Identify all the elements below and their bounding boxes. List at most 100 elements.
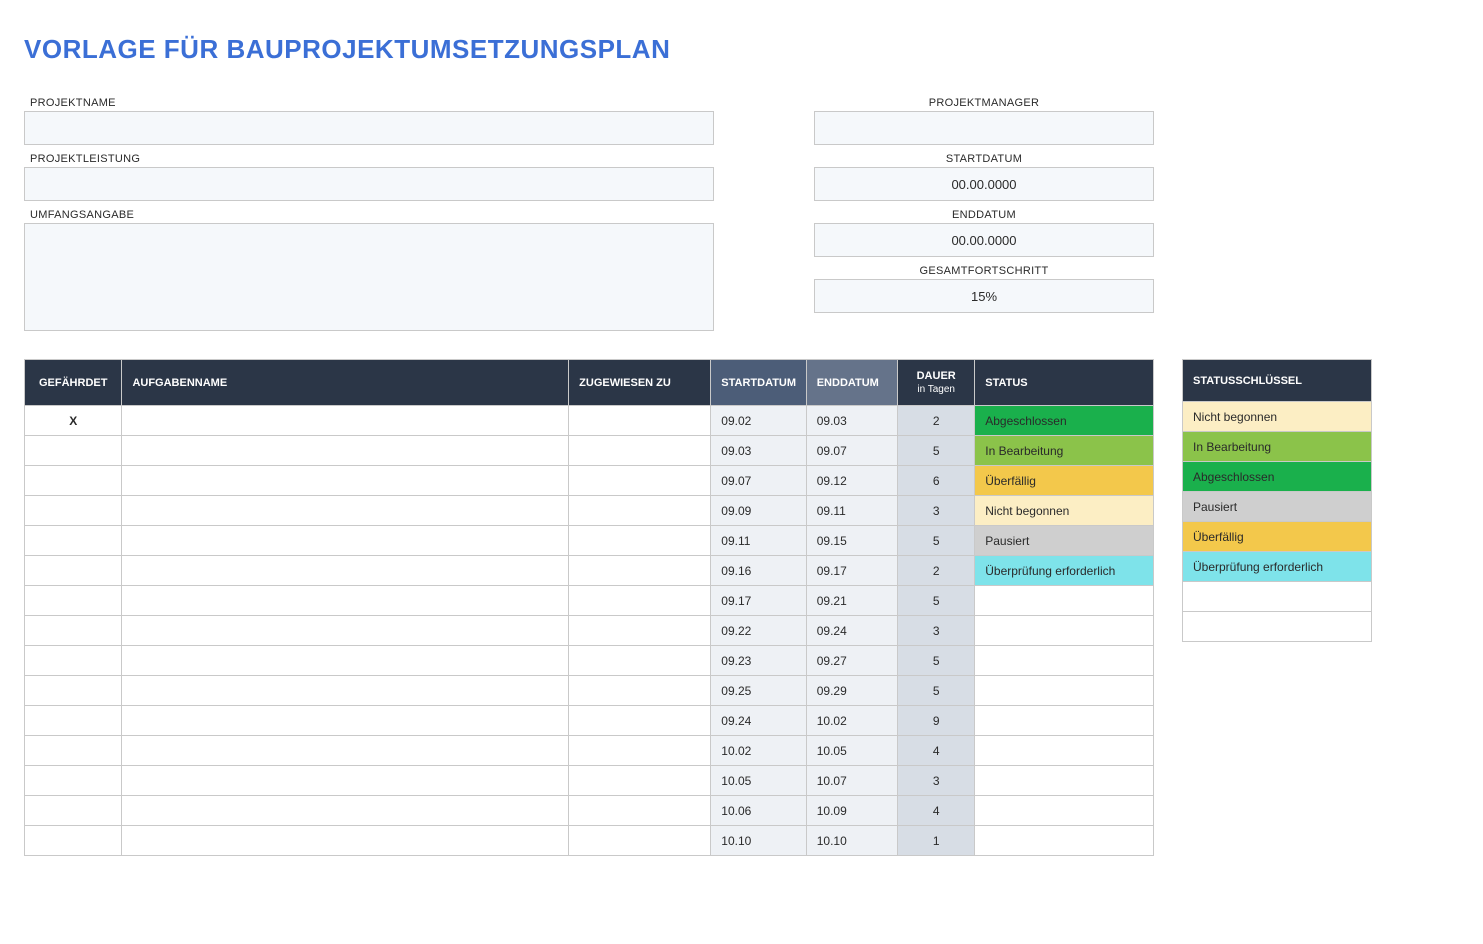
cell-start-date[interactable]: 09.09 <box>711 496 806 526</box>
cell-duration[interactable]: 1 <box>898 826 975 856</box>
cell-status[interactable] <box>975 766 1154 796</box>
cell-risk[interactable] <box>25 586 122 616</box>
cell-end-date[interactable]: 10.05 <box>806 736 897 766</box>
cell-status[interactable] <box>975 736 1154 766</box>
cell-task-name[interactable] <box>122 586 569 616</box>
cell-task-name[interactable] <box>122 436 569 466</box>
cell-duration[interactable]: 2 <box>898 406 975 436</box>
cell-task-name[interactable] <box>122 526 569 556</box>
cell-duration[interactable]: 5 <box>898 436 975 466</box>
cell-task-name[interactable] <box>122 466 569 496</box>
cell-end-date[interactable]: 09.15 <box>806 526 897 556</box>
cell-duration[interactable]: 3 <box>898 766 975 796</box>
cell-end-date[interactable]: 10.09 <box>806 796 897 826</box>
cell-end-date[interactable]: 09.07 <box>806 436 897 466</box>
cell-duration[interactable]: 4 <box>898 736 975 766</box>
cell-start-date[interactable]: 10.05 <box>711 766 806 796</box>
cell-status[interactable] <box>975 796 1154 826</box>
cell-duration[interactable]: 6 <box>898 466 975 496</box>
cell-start-date[interactable]: 10.06 <box>711 796 806 826</box>
cell-risk[interactable] <box>25 466 122 496</box>
cell-duration[interactable]: 4 <box>898 796 975 826</box>
cell-start-date[interactable]: 10.10 <box>711 826 806 856</box>
cell-assigned[interactable] <box>569 406 711 436</box>
cell-end-date[interactable]: 10.10 <box>806 826 897 856</box>
cell-assigned[interactable] <box>569 676 711 706</box>
cell-task-name[interactable] <box>122 406 569 436</box>
cell-risk[interactable] <box>25 736 122 766</box>
cell-risk[interactable] <box>25 616 122 646</box>
cell-start-date[interactable]: 09.22 <box>711 616 806 646</box>
cell-start-date[interactable]: 09.03 <box>711 436 806 466</box>
meta-value-box[interactable] <box>814 111 1154 145</box>
cell-status[interactable] <box>975 826 1154 856</box>
cell-status[interactable] <box>975 586 1154 616</box>
cell-start-date[interactable]: 09.24 <box>711 706 806 736</box>
cell-task-name[interactable] <box>122 766 569 796</box>
cell-start-date[interactable]: 09.25 <box>711 676 806 706</box>
cell-end-date[interactable]: 09.27 <box>806 646 897 676</box>
cell-task-name[interactable] <box>122 496 569 526</box>
cell-status[interactable] <box>975 646 1154 676</box>
cell-assigned[interactable] <box>569 826 711 856</box>
meta-input-box[interactable] <box>24 223 714 331</box>
cell-risk[interactable]: X <box>25 406 122 436</box>
cell-end-date[interactable]: 10.07 <box>806 766 897 796</box>
cell-end-date[interactable]: 09.11 <box>806 496 897 526</box>
cell-assigned[interactable] <box>569 466 711 496</box>
cell-end-date[interactable]: 10.02 <box>806 706 897 736</box>
cell-start-date[interactable]: 09.07 <box>711 466 806 496</box>
cell-end-date[interactable]: 09.03 <box>806 406 897 436</box>
cell-task-name[interactable] <box>122 826 569 856</box>
cell-risk[interactable] <box>25 766 122 796</box>
cell-assigned[interactable] <box>569 586 711 616</box>
cell-risk[interactable] <box>25 706 122 736</box>
cell-task-name[interactable] <box>122 616 569 646</box>
cell-assigned[interactable] <box>569 706 711 736</box>
cell-end-date[interactable]: 09.29 <box>806 676 897 706</box>
cell-task-name[interactable] <box>122 706 569 736</box>
cell-assigned[interactable] <box>569 436 711 466</box>
cell-duration[interactable]: 3 <box>898 616 975 646</box>
meta-input-box[interactable] <box>24 111 714 145</box>
cell-duration[interactable]: 5 <box>898 526 975 556</box>
cell-task-name[interactable] <box>122 556 569 586</box>
cell-risk[interactable] <box>25 436 122 466</box>
cell-end-date[interactable]: 09.17 <box>806 556 897 586</box>
cell-risk[interactable] <box>25 556 122 586</box>
cell-duration[interactable]: 5 <box>898 586 975 616</box>
meta-value-box[interactable]: 15% <box>814 279 1154 313</box>
cell-assigned[interactable] <box>569 796 711 826</box>
meta-value-box[interactable]: 00.00.0000 <box>814 167 1154 201</box>
cell-start-date[interactable]: 09.16 <box>711 556 806 586</box>
cell-risk[interactable] <box>25 646 122 676</box>
cell-start-date[interactable]: 09.02 <box>711 406 806 436</box>
cell-task-name[interactable] <box>122 646 569 676</box>
cell-status[interactable] <box>975 616 1154 646</box>
cell-risk[interactable] <box>25 526 122 556</box>
cell-assigned[interactable] <box>569 526 711 556</box>
cell-start-date[interactable]: 10.02 <box>711 736 806 766</box>
cell-duration[interactable]: 9 <box>898 706 975 736</box>
cell-status[interactable]: In Bearbeitung <box>975 436 1154 466</box>
meta-input-box[interactable] <box>24 167 714 201</box>
cell-risk[interactable] <box>25 796 122 826</box>
cell-status[interactable] <box>975 676 1154 706</box>
cell-assigned[interactable] <box>569 766 711 796</box>
cell-assigned[interactable] <box>569 646 711 676</box>
cell-risk[interactable] <box>25 496 122 526</box>
cell-status[interactable]: Abgeschlossen <box>975 406 1154 436</box>
cell-status[interactable]: Überfällig <box>975 466 1154 496</box>
cell-end-date[interactable]: 09.21 <box>806 586 897 616</box>
cell-assigned[interactable] <box>569 736 711 766</box>
cell-assigned[interactable] <box>569 616 711 646</box>
cell-start-date[interactable]: 09.17 <box>711 586 806 616</box>
cell-status[interactable] <box>975 706 1154 736</box>
cell-status[interactable]: Überprüfung erforderlich <box>975 556 1154 586</box>
cell-end-date[interactable]: 09.24 <box>806 616 897 646</box>
cell-status[interactable]: Pausiert <box>975 526 1154 556</box>
cell-duration[interactable]: 5 <box>898 646 975 676</box>
cell-task-name[interactable] <box>122 796 569 826</box>
cell-status[interactable]: Nicht begonnen <box>975 496 1154 526</box>
cell-start-date[interactable]: 09.23 <box>711 646 806 676</box>
